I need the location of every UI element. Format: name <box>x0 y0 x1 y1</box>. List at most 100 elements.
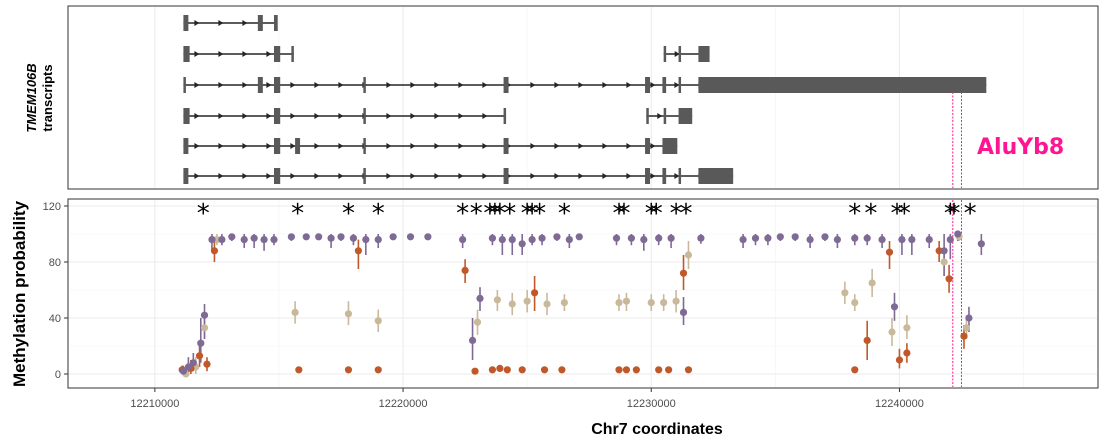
y-axis-title: Methylation probability <box>10 200 29 387</box>
data-point <box>679 308 688 316</box>
data-point <box>940 247 948 255</box>
significance-star: * <box>864 199 877 229</box>
y-axis-ticks: 0 40 80 120 <box>43 201 68 381</box>
data-point <box>179 367 188 375</box>
exon-block <box>662 77 667 93</box>
exon-block <box>503 108 507 124</box>
strand-arrow <box>338 143 344 149</box>
y-tick-label: 120 <box>43 201 61 213</box>
data-point <box>851 366 859 374</box>
strand-arrow <box>602 173 608 179</box>
data-point <box>622 366 631 374</box>
methylation-panel-border <box>67 198 1099 389</box>
significance-star: * <box>848 199 861 229</box>
data-point <box>627 234 635 242</box>
exon-block <box>274 46 281 62</box>
data-point <box>488 234 497 242</box>
y-tick-label: 0 <box>55 369 61 381</box>
data-point <box>210 247 219 255</box>
strand-arrow <box>626 143 632 149</box>
exon-block <box>663 108 667 124</box>
exon-block <box>663 46 667 62</box>
exon-block <box>503 138 509 154</box>
data-point <box>337 233 345 241</box>
strand-arrow <box>218 143 224 149</box>
strand-arrow <box>434 143 440 149</box>
significance-star: * <box>650 199 663 229</box>
significance-star: * <box>342 199 355 229</box>
data-point <box>540 366 549 374</box>
strand-arrow <box>266 51 272 57</box>
data-point <box>806 236 814 244</box>
transcript-models <box>183 15 987 184</box>
significance-star: * <box>558 199 571 229</box>
data-point <box>291 308 299 316</box>
data-point <box>295 366 303 374</box>
data-point <box>203 360 211 368</box>
strand-arrow <box>386 113 392 119</box>
strand-arrow <box>386 82 392 88</box>
exon-block <box>257 77 263 93</box>
exon-block <box>183 15 189 31</box>
strand-arrow <box>554 143 560 149</box>
data-point <box>739 236 747 244</box>
data-point <box>935 247 943 255</box>
exon-block <box>257 15 263 31</box>
data-point <box>528 236 536 244</box>
data-point <box>612 234 621 242</box>
data-point <box>764 234 772 242</box>
data-point <box>553 233 561 241</box>
strand-arrow <box>194 20 200 26</box>
data-point <box>908 236 916 244</box>
strand-arrow <box>530 82 536 88</box>
data-point <box>878 236 886 244</box>
aluyb8-label: AluYb8 <box>977 135 1064 160</box>
strand-arrow <box>434 82 440 88</box>
data-point <box>776 233 784 241</box>
data-point <box>833 236 841 244</box>
significance-stars: * * * * * * **** *** * ** ** ** * * ** ** * <box>197 199 977 229</box>
exon-block <box>698 77 987 93</box>
exon-block <box>274 15 278 31</box>
x-tick-label: 12220000 <box>379 398 428 410</box>
exon-block <box>183 77 186 93</box>
exon-block <box>662 168 667 184</box>
data-point <box>508 300 516 308</box>
significance-star: * <box>372 199 385 229</box>
significance-star: * <box>521 199 534 229</box>
data-point <box>665 366 673 374</box>
data-point <box>885 248 894 256</box>
data-point <box>531 289 539 297</box>
transcript-ylabel-rest: transcripts <box>40 64 55 131</box>
significance-star: * <box>617 199 630 229</box>
data-point <box>751 234 760 242</box>
aluyb8-annotation-lines-lower <box>952 200 962 387</box>
transcript-row <box>183 77 987 93</box>
data-point <box>228 233 236 241</box>
data-point <box>538 234 546 242</box>
significance-star: * <box>526 199 539 229</box>
strand-arrow <box>314 173 320 179</box>
data-point <box>468 336 477 344</box>
exon-block <box>363 168 366 184</box>
strand-arrow <box>434 173 440 179</box>
x-axis-ticks: 12210000 12220000 12230000 12240000 <box>130 388 924 410</box>
data-point <box>270 236 278 244</box>
data-point <box>615 299 623 307</box>
strand-arrow <box>194 51 200 57</box>
exon-block <box>503 77 509 93</box>
strand-arrow <box>578 173 584 179</box>
exon-block <box>291 46 294 62</box>
strand-arrow <box>410 143 416 149</box>
exon-block <box>363 138 366 154</box>
data-point <box>523 297 531 305</box>
data-point <box>954 230 962 238</box>
data-point <box>565 236 573 244</box>
strand-arrow <box>338 113 344 119</box>
data-point <box>189 359 197 367</box>
exon-block <box>183 46 190 62</box>
strand-arrow <box>386 173 392 179</box>
data-point <box>459 236 467 244</box>
data-point <box>962 324 971 332</box>
data-point <box>667 234 675 242</box>
